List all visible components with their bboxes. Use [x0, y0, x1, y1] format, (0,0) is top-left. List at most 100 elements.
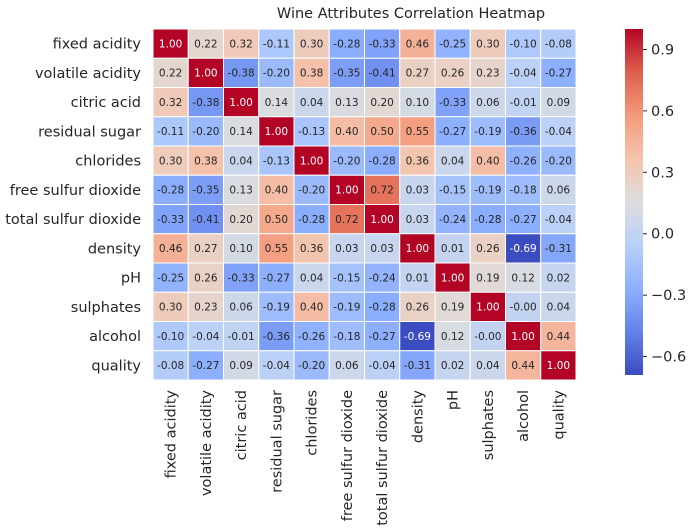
cell-value-label: -0.33: [369, 38, 396, 50]
y-tick-labels: fixed acidity volatile acidity citric acid…: [5, 37, 141, 375]
cell-value-label: -0.04: [545, 214, 572, 226]
cell-value-label: -0.08: [157, 360, 184, 372]
heatmap-cell-residual-sugar-quality: [540, 116, 577, 147]
cell-value-label: -0.35: [192, 185, 219, 197]
heatmap-cell-volatile-acidity-sulphates: [469, 57, 506, 88]
heatmap-cell-chlorides-volatile-acidity: [187, 145, 224, 176]
cell-value-label: 0.40: [476, 155, 499, 167]
heatmap-cell-total-sulfur-dioxide-volatile-acidity: [187, 204, 224, 235]
cell-value-label: 0.04: [547, 302, 571, 314]
heatmap-cell-ph-density: [399, 262, 436, 293]
y-tick-label-sulphates: sulphates: [71, 300, 141, 316]
cell-value-label: -0.13: [298, 126, 325, 138]
x-tick-label-alcohol: alcohol: [516, 390, 532, 442]
cell-value-label: 0.32: [159, 97, 182, 109]
y-tick-label-density: density: [88, 241, 142, 257]
cell-value-label: -0.04: [192, 331, 219, 343]
cell-value-label: -0.20: [192, 126, 219, 138]
cell-value-label: -0.25: [157, 272, 184, 284]
cell-value-label: -0.19: [474, 185, 501, 197]
heatmap-cell-alcohol-volatile-acidity: [187, 321, 224, 352]
cell-value-label: -0.38: [192, 97, 219, 109]
heatmap-cell-total-sulfur-dioxide-residual-sugar: [258, 204, 295, 235]
heatmap-cell-total-sulfur-dioxide-fixed-acidity: [152, 204, 189, 235]
heatmap-cell-free-sulfur-dioxide-ph: [434, 174, 471, 205]
x-tick-label-ph: pH: [446, 390, 462, 410]
heatmap-cell-fixed-acidity-free-sulfur-dioxide: [328, 28, 365, 59]
cell-value-label: -0.27: [192, 360, 219, 372]
cell-value-label: -0.15: [439, 185, 466, 197]
cell-value-label: 0.30: [476, 38, 499, 50]
cell-value-label: 0.23: [476, 68, 499, 80]
cell-value-label: 0.22: [194, 38, 217, 50]
cell-value-label: -0.01: [510, 97, 537, 109]
heatmap-cell-residual-sugar-free-sulfur-dioxide: [328, 116, 365, 147]
heatmap-cell-fixed-acidity-sulphates: [469, 28, 506, 59]
cell-value-label: 0.04: [476, 360, 500, 372]
cell-value-label: -0.28: [157, 185, 184, 197]
cell-value-label: 0.22: [159, 68, 182, 80]
heatmap-cell-fixed-acidity-quality: [540, 28, 577, 59]
y-tick-label-residual-sugar: residual sugar: [38, 124, 141, 140]
heatmap-cell-fixed-acidity-volatile-acidity: [187, 28, 224, 59]
y-tick-label-volatile-acidity: volatile acidity: [35, 66, 141, 82]
cell-value-label: 0.55: [406, 126, 429, 138]
heatmap-cell-alcohol-ph: [434, 321, 471, 352]
cell-value-label: -0.41: [369, 68, 396, 80]
cell-value-label: -0.04: [545, 126, 572, 138]
heatmap-cell-free-sulfur-dioxide-residual-sugar: [258, 174, 295, 205]
heatmap-cell-sulphates-density: [399, 291, 436, 322]
cell-value-label: 0.14: [265, 97, 289, 109]
cell-value-label: 0.09: [547, 97, 570, 109]
y-tick-label-ph: pH: [121, 271, 141, 287]
heatmap-cell-total-sulfur-dioxide-total-sulfur-dioxide: [364, 204, 401, 235]
cell-value-label: 0.27: [194, 243, 217, 255]
cell-value-label: 0.04: [229, 155, 253, 167]
cell-value-label: 0.40: [300, 302, 323, 314]
y-tick-label-citric-acid: citric acid: [71, 95, 141, 111]
cell-value-label: -0.27: [263, 272, 290, 284]
heatmap-cell-total-sulfur-dioxide-citric-acid: [223, 204, 260, 235]
cell-value-label: 0.20: [229, 214, 252, 226]
heatmap-cell-citric-acid-citric-acid: [223, 87, 260, 118]
cell-value-label: 1.00: [194, 68, 217, 80]
cell-value-label: 0.30: [159, 302, 182, 314]
cell-value-label: -0.27: [545, 68, 572, 80]
cell-value-label: -0.00: [510, 302, 537, 314]
cell-value-label: -0.28: [298, 214, 325, 226]
heatmap-cell-alcohol-quality: [540, 321, 577, 352]
x-tick-label-residual-sugar: residual sugar: [269, 390, 285, 493]
heatmap-cell-chlorides-fixed-acidity: [152, 145, 189, 176]
cell-value-label: 0.23: [194, 302, 217, 314]
cell-value-label: 1.00: [441, 272, 464, 284]
cell-value-label: 0.04: [300, 97, 324, 109]
cell-value-label: 0.72: [335, 214, 358, 226]
cell-value-label: -0.36: [263, 331, 290, 343]
x-tick-label-citric-acid: citric acid: [234, 390, 250, 460]
heatmap-cell-free-sulfur-dioxide-fixed-acidity: [152, 174, 189, 205]
heatmap-cell-alcohol-free-sulfur-dioxide: [328, 321, 365, 352]
heatmap-cell-chlorides-total-sulfur-dioxide: [364, 145, 401, 176]
cell-value-label: 0.04: [300, 272, 324, 284]
heatmap-cell-residual-sugar-ph: [434, 116, 471, 147]
heatmap-cell-density-total-sulfur-dioxide: [364, 233, 401, 264]
cell-value-label: -0.25: [439, 38, 466, 50]
heatmap-cell-chlorides-density: [399, 145, 436, 176]
chart-title: Wine Attributes Correlation Heatmap: [277, 6, 545, 22]
cell-value-label: -0.28: [474, 214, 501, 226]
x-tick-labels: fixed acidity volatile acidity citric acid…: [164, 390, 568, 526]
cell-value-label: 0.32: [229, 38, 252, 50]
heatmap-cell-free-sulfur-dioxide-quality: [540, 174, 577, 205]
heatmap-cell-chlorides-citric-acid: [223, 145, 260, 176]
cell-value-label: 1.00: [406, 243, 429, 255]
x-tick-label-sulphates: sulphates: [481, 390, 497, 460]
cell-value-label: -0.19: [263, 302, 290, 314]
colorbar-tick-label: −0.6: [651, 350, 686, 366]
cell-value-label: 0.30: [159, 155, 182, 167]
cell-value-label: 0.12: [511, 272, 534, 284]
heatmap-cell-sulphates-residual-sugar: [258, 291, 295, 322]
colorbar-tick-label: −0.3: [651, 288, 686, 304]
cell-value-label: -0.19: [333, 302, 360, 314]
cell-value-label: -0.69: [404, 331, 431, 343]
